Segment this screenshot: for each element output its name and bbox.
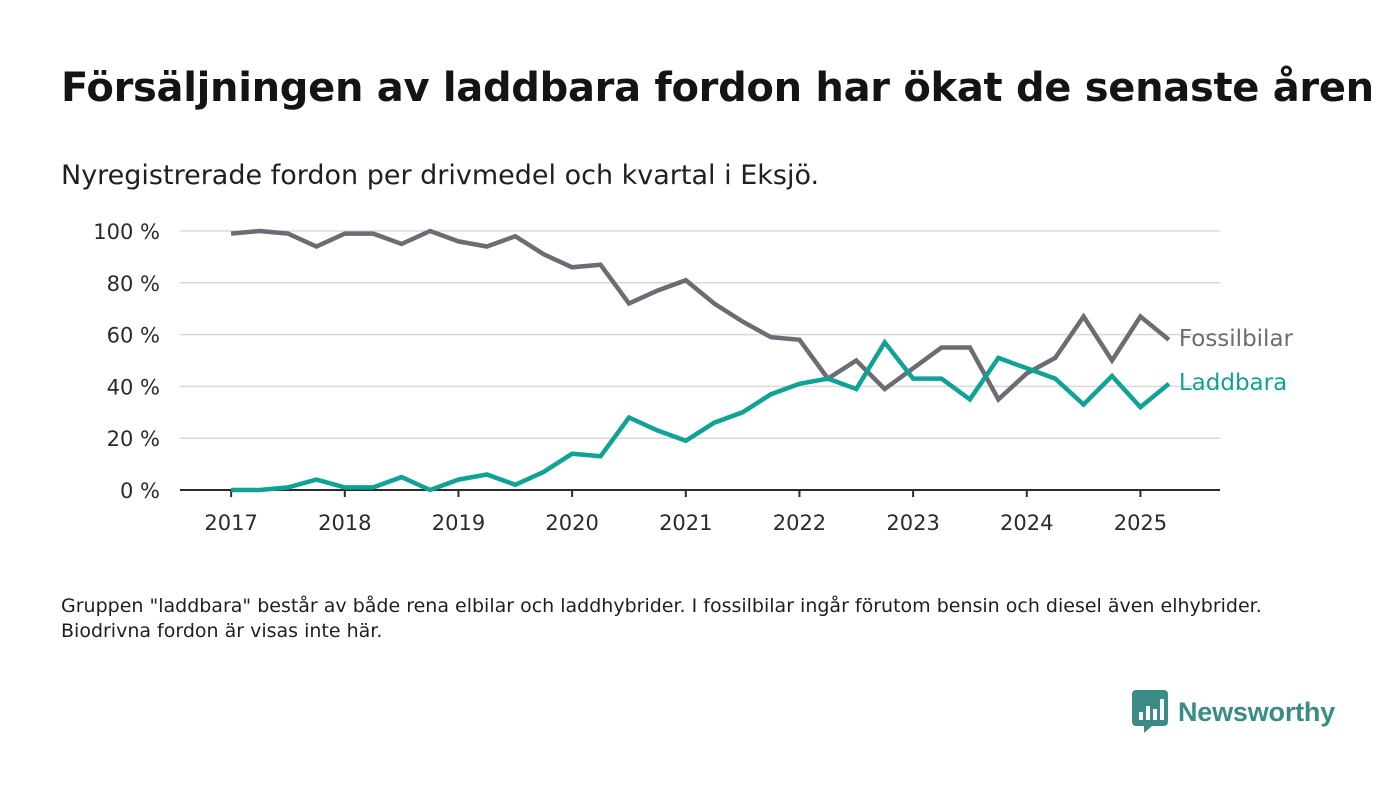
- y-tick-label: 100 %: [93, 220, 160, 244]
- y-tick-label: 20 %: [107, 427, 160, 451]
- y-tick-label: 0 %: [120, 479, 160, 503]
- x-tick-label: 2019: [432, 511, 485, 535]
- chart-title: Försäljningen av laddbara fordon har öka…: [61, 65, 1374, 111]
- series-label-laddbara: Laddbara: [1179, 370, 1287, 396]
- chart-subtitle: Nyregistrerade fordon per drivmedel och …: [61, 160, 820, 191]
- x-tick-label: 2025: [1114, 511, 1167, 535]
- x-tick-label: 2021: [659, 511, 712, 535]
- x-tick-label: 2023: [886, 511, 939, 535]
- series-line-laddbara: [231, 338, 1171, 493]
- series-label-fossilbilar: Fossilbilar: [1179, 326, 1294, 352]
- y-tick-label: 40 %: [107, 375, 160, 399]
- y-tick-label: 60 %: [107, 324, 160, 348]
- footnote: Gruppen "laddbara" består av både rena e…: [61, 595, 1262, 642]
- x-tick-label: 2018: [318, 511, 371, 535]
- bar-chart-icon: [1132, 690, 1168, 733]
- x-tick-label: 2024: [1000, 511, 1053, 535]
- newsworthy-logo[interactable]: Newsworthy: [1132, 690, 1335, 734]
- x-tick-label: 2020: [545, 511, 598, 535]
- x-tick-label: 2022: [773, 511, 826, 535]
- x-tick-label: 2017: [204, 511, 257, 535]
- y-tick-label: 80 %: [107, 272, 160, 296]
- line-chart: 0 % 20 % 40 % 60 % 80 % 100 % 2017 2018 2019 2020…: [93, 220, 1294, 535]
- logo-text: Newsworthy: [1178, 696, 1336, 727]
- series-line-fossilbilar: [230, 228, 1171, 403]
